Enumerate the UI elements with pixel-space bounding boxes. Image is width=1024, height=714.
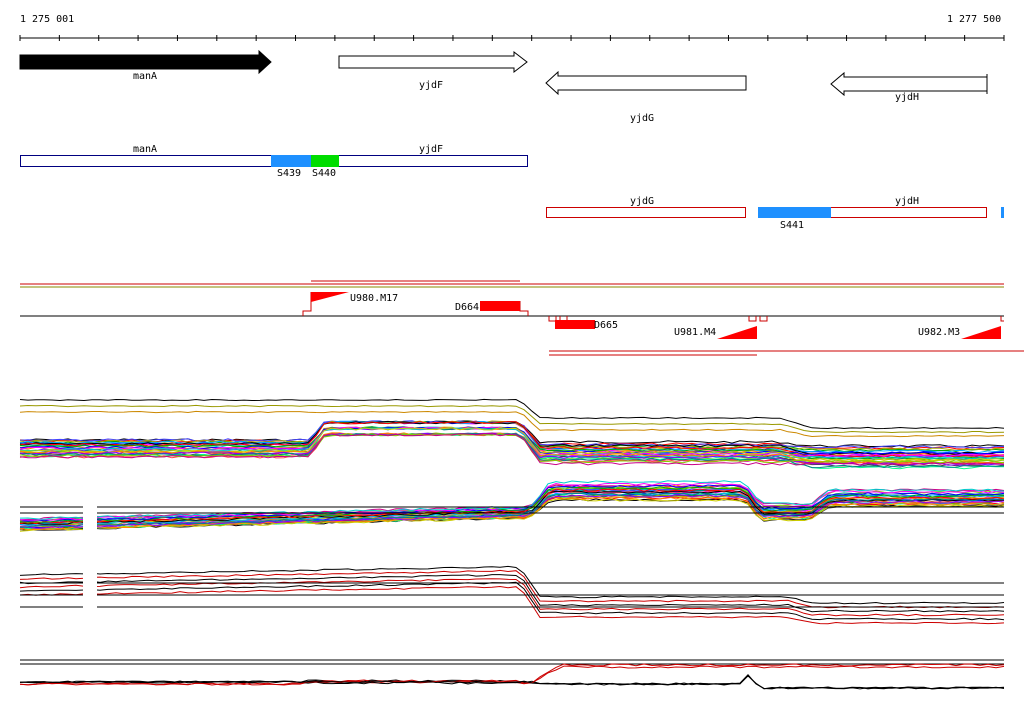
feature-d665-label: D665 [594,320,618,331]
expression-line [19,663,1005,686]
expression-track-3 [19,565,1005,625]
track-gap [83,500,97,612]
feature-u981-label: U981.M4 [674,327,716,338]
expression-line [19,420,1005,456]
transcript-label-mana: manA [133,144,157,155]
expression-track-1 [19,398,1005,470]
expression-line [19,494,1005,532]
feature-u981[interactable]: U981.M4 [674,326,757,339]
segment-s440[interactable] [311,155,339,167]
feature-u980-label: U980.M17 [350,293,398,304]
transcript-label-yjdf: yjdF [419,144,443,155]
segment-edge-marker [1001,207,1004,218]
expression-line [19,398,1005,430]
transcript-label-yjdh: yjdH [895,196,919,207]
expression-line [19,432,1005,469]
segment-s441-label: S441 [780,220,804,231]
expression-line [19,574,1005,613]
gene-mana[interactable]: manA [19,49,272,82]
segment-s439-label: S439 [277,168,301,179]
expression-line [19,486,1005,523]
ruler-start-label: 1 275 001 [20,14,74,25]
gene-yjdg[interactable]: yjdG [545,70,747,124]
expression-line [19,490,1005,525]
transcript-label-yjdg: yjdG [630,196,654,207]
expression-line [19,578,1005,617]
feature-u982-label: U982.M3 [918,327,960,338]
transcript-track-bottom: yjdG yjdH S441 [546,196,1004,231]
expression-line [19,426,1005,455]
gene-yjdf[interactable]: yjdF [338,50,528,91]
expression-line [19,581,1005,621]
gene-yjdh-label: yjdH [895,92,919,103]
expression-line [19,432,1005,464]
expression-line [19,496,1005,531]
gene-yjdg-label: yjdG [630,113,654,124]
transcript-bar-yjdg[interactable] [546,207,746,218]
expression-line [19,565,1005,605]
expression-line [19,404,1005,434]
segment-s441[interactable] [758,207,831,218]
gene-yjdf-label: yjdF [419,80,443,91]
transcript-track-top: manA yjdF S439 S440 [20,144,528,179]
expression-line [19,410,1005,438]
coordinate-ruler: 1 275 001 1 277 500 [19,14,1005,41]
feature-d665[interactable]: D665 [555,320,618,331]
expression-track-2 [19,480,1005,532]
feature-u980[interactable]: U980.M17 [311,292,398,304]
expression-line [19,585,1005,625]
feature-d664-label: D664 [455,302,479,313]
segment-s439[interactable] [271,155,311,167]
expression-line [19,480,1005,520]
expression-track-4 [19,659,1005,690]
feature-u982[interactable]: U982.M3 [918,326,1001,339]
expression-line [19,427,1005,462]
gene-mana-label: manA [133,71,157,82]
expression-line [19,674,1005,690]
expression-line [19,492,1005,528]
expression-line [19,482,1005,521]
ruler-end-label: 1 277 500 [947,14,1001,25]
feature-d664[interactable]: D664 [455,301,520,313]
expression-line [19,433,1005,466]
segment-s440-label: S440 [312,168,336,179]
expression-line [19,421,1005,457]
gene-track: manA yjdF yjdG yjdH [19,49,988,124]
feature-track: U980.M17 D664 D665 U981.M4 U982.M3 [20,280,1024,356]
gene-yjdh[interactable]: yjdH [830,71,988,103]
